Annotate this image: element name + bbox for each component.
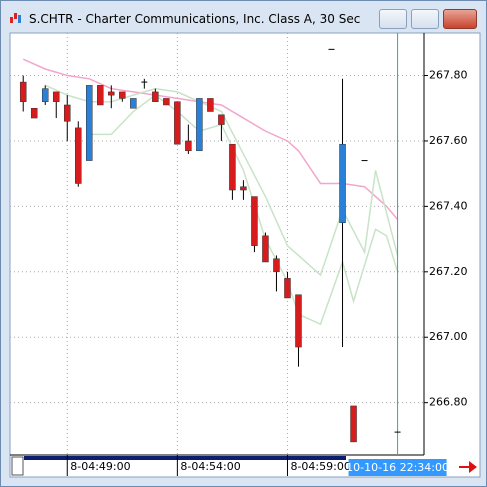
candle-body [152,91,159,102]
moving-average [44,84,399,277]
candle-body [119,91,126,99]
cursor-label: 10-10-16 22:34:00 [346,461,449,474]
x-tick-label: 8-04:59:00 [290,460,350,473]
x-tick-label: 8-04:49:00 [70,460,130,473]
close-button[interactable] [443,9,477,29]
candle-body [295,294,302,348]
candle-body [174,101,181,145]
candle-body [229,143,236,191]
candle-body [185,140,192,152]
y-tick-label: 267.20 [429,265,468,278]
candle-body [350,405,357,443]
maximize-button[interactable] [411,9,439,29]
y-tick-label: 266.80 [429,396,468,409]
candle-body [19,81,27,102]
candle-body [41,88,49,102]
candle-body [262,235,269,263]
x-tick-label: 8-04:54:00 [180,460,240,473]
y-tick-label: 267.60 [429,134,468,147]
candle-body [64,104,71,122]
candle-body [163,98,170,106]
cursor-label-bg [348,459,447,476]
window-title: S.CHTR - Charter Communications, Inc. Cl… [29,12,361,26]
candle-body [284,278,291,299]
candle-body [108,91,115,96]
candle-body [339,143,346,223]
candle-body [30,107,38,119]
minimize-button[interactable] [379,9,407,29]
scroll-right-arrow[interactable] [459,461,477,473]
candle-body [273,258,280,273]
candle-body [218,114,225,125]
scrollbar[interactable] [24,456,346,460]
y-tick-label: 267.80 [429,69,468,82]
candle-body [52,91,60,102]
candle-body [196,98,203,152]
app-icon [10,13,21,23]
scroll-handle[interactable] [11,456,24,476]
candle-body [97,85,104,106]
candle-body [75,127,82,184]
candle-body [251,196,258,246]
candle-body [240,186,247,191]
y-tick-label: 267.00 [429,330,468,343]
candle-body [207,98,214,112]
y-tick-label: 267.40 [429,199,468,212]
candle-body [130,98,137,109]
candle-body [86,85,93,161]
